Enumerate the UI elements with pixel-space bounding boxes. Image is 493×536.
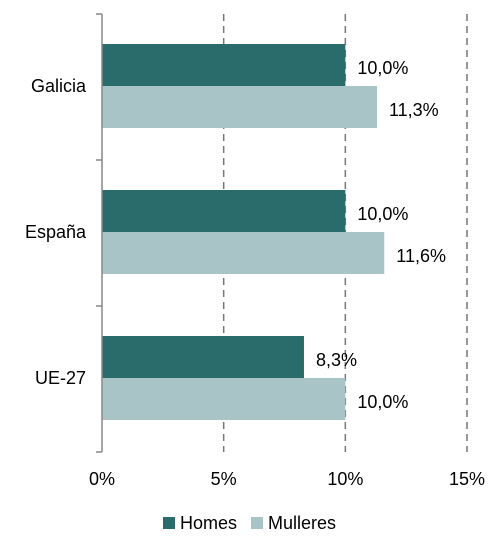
x-tick-label: 10% <box>327 469 363 489</box>
x-tick-label: 0% <box>89 469 115 489</box>
bar <box>102 44 346 86</box>
legend-swatch <box>163 517 175 529</box>
bar <box>102 190 346 232</box>
bar <box>102 232 385 274</box>
data-label: 10,0% <box>357 58 408 78</box>
category-label: UE-27 <box>35 368 86 388</box>
legend-label: Homes <box>180 513 237 533</box>
bar <box>102 86 377 128</box>
data-label: 11,3% <box>389 100 439 120</box>
data-label: 10,0% <box>357 204 408 224</box>
category-label: Galicia <box>31 76 87 96</box>
category-label: España <box>25 222 87 242</box>
x-tick-label: 5% <box>211 469 237 489</box>
data-label: 11,6% <box>396 246 446 266</box>
data-label: 10,0% <box>357 392 408 412</box>
x-tick-label: 15% <box>449 469 485 489</box>
bar <box>102 336 304 378</box>
bar <box>102 378 346 420</box>
legend-swatch <box>251 517 264 529</box>
legend-label: Mulleres <box>268 513 336 533</box>
data-label: 8,3% <box>316 350 357 370</box>
